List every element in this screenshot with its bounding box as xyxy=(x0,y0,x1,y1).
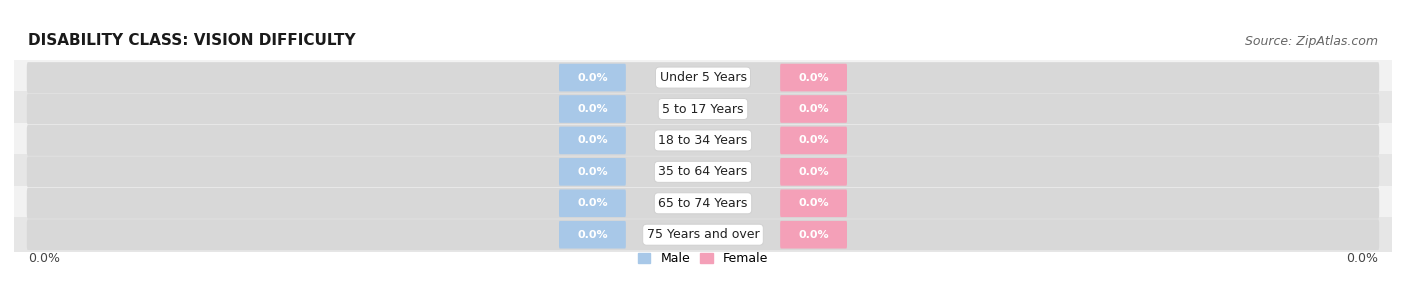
FancyBboxPatch shape xyxy=(27,156,1379,187)
Text: 5 to 17 Years: 5 to 17 Years xyxy=(662,103,744,115)
Text: 65 to 74 Years: 65 to 74 Years xyxy=(658,197,748,210)
FancyBboxPatch shape xyxy=(27,188,1379,219)
FancyBboxPatch shape xyxy=(14,217,1392,252)
FancyBboxPatch shape xyxy=(27,125,1379,156)
Text: 0.0%: 0.0% xyxy=(799,230,830,240)
Text: 0.0%: 0.0% xyxy=(576,73,607,83)
Text: 0.0%: 0.0% xyxy=(799,104,830,114)
FancyBboxPatch shape xyxy=(780,95,846,123)
Text: 0.0%: 0.0% xyxy=(799,136,830,145)
FancyBboxPatch shape xyxy=(14,186,1392,221)
FancyBboxPatch shape xyxy=(27,94,1379,125)
Text: 0.0%: 0.0% xyxy=(576,136,607,145)
Text: Under 5 Years: Under 5 Years xyxy=(659,71,747,84)
FancyBboxPatch shape xyxy=(560,158,626,186)
FancyBboxPatch shape xyxy=(560,95,626,123)
FancyBboxPatch shape xyxy=(780,158,846,186)
FancyBboxPatch shape xyxy=(14,60,1392,95)
FancyBboxPatch shape xyxy=(560,189,626,217)
FancyBboxPatch shape xyxy=(780,127,846,154)
FancyBboxPatch shape xyxy=(560,64,626,91)
Text: DISABILITY CLASS: VISION DIFFICULTY: DISABILITY CLASS: VISION DIFFICULTY xyxy=(28,33,356,48)
Text: 0.0%: 0.0% xyxy=(576,167,607,177)
FancyBboxPatch shape xyxy=(560,127,626,154)
Text: 0.0%: 0.0% xyxy=(576,104,607,114)
Text: 35 to 64 Years: 35 to 64 Years xyxy=(658,165,748,178)
FancyBboxPatch shape xyxy=(560,221,626,248)
Text: 0.0%: 0.0% xyxy=(28,252,60,265)
Text: 0.0%: 0.0% xyxy=(799,167,830,177)
Text: Source: ZipAtlas.com: Source: ZipAtlas.com xyxy=(1246,35,1378,48)
FancyBboxPatch shape xyxy=(780,221,846,248)
FancyBboxPatch shape xyxy=(27,219,1379,250)
FancyBboxPatch shape xyxy=(14,123,1392,158)
Text: 0.0%: 0.0% xyxy=(576,198,607,208)
Text: 0.0%: 0.0% xyxy=(799,198,830,208)
Text: 0.0%: 0.0% xyxy=(576,230,607,240)
FancyBboxPatch shape xyxy=(14,91,1392,127)
Text: 18 to 34 Years: 18 to 34 Years xyxy=(658,134,748,147)
FancyBboxPatch shape xyxy=(780,64,846,91)
Text: 0.0%: 0.0% xyxy=(1346,252,1378,265)
FancyBboxPatch shape xyxy=(780,189,846,217)
Text: 75 Years and over: 75 Years and over xyxy=(647,228,759,241)
Legend: Male, Female: Male, Female xyxy=(638,252,768,265)
Text: 0.0%: 0.0% xyxy=(799,73,830,83)
FancyBboxPatch shape xyxy=(27,62,1379,93)
FancyBboxPatch shape xyxy=(14,154,1392,189)
